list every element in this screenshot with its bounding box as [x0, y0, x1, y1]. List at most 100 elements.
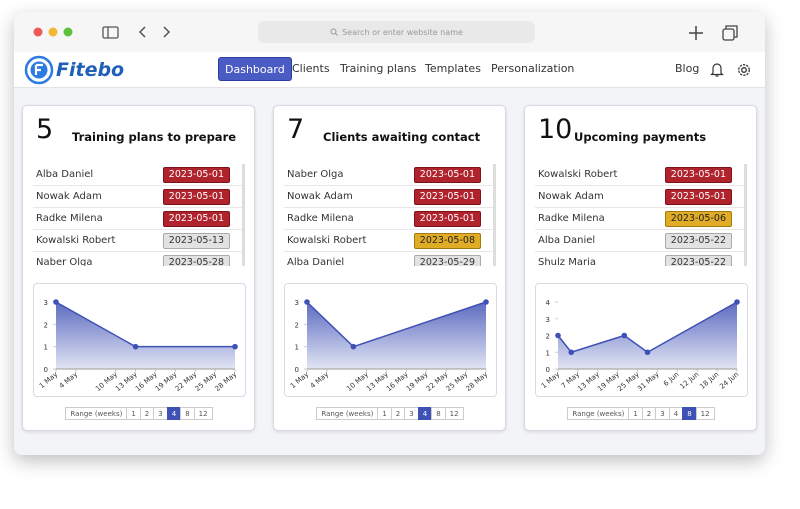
list-row[interactable]: Kowalski Robert 2023-05-08: [284, 230, 493, 252]
x-tick-label: 31 May: [636, 370, 661, 393]
x-tick-label: 18 Jun: [698, 370, 720, 390]
range-label: Range (weeks): [316, 407, 379, 420]
point: [132, 343, 139, 350]
maximize-button[interactable]: [63, 27, 73, 37]
row-name: Nowak Adam: [36, 191, 102, 202]
list-row[interactable]: Alba Daniel 2023-05-29: [284, 252, 493, 266]
x-tick-label: 1 May: [289, 370, 310, 390]
y-tick-label: 2: [546, 333, 550, 341]
range-option[interactable]: 3: [404, 407, 419, 420]
item-list: Alba Daniel 2023-05-01 Nowak Adam 2023-05-0…: [33, 164, 245, 266]
list-row[interactable]: Naber Olga 2023-05-01: [284, 164, 493, 186]
range-option[interactable]: 2: [390, 407, 406, 420]
list-row[interactable]: Kowalski Robert 2023-05-13: [33, 230, 242, 252]
row-name: Kowalski Robert: [538, 169, 618, 180]
row-name: Alba Daniel: [538, 235, 596, 246]
range-selector: Range (weeks) 1 2 3 4 8 12: [525, 407, 758, 420]
range-option[interactable]: 12: [444, 407, 464, 420]
point: [483, 299, 489, 305]
range-option[interactable]: 3: [153, 407, 168, 420]
y-tick-label: 1: [44, 344, 48, 352]
y-tick-label: 2: [295, 321, 299, 329]
point: [53, 299, 59, 305]
card-count: 5: [36, 114, 54, 145]
range-option[interactable]: 12: [695, 407, 715, 420]
card-title: Upcoming payments: [574, 130, 707, 144]
tabs-button[interactable]: [722, 25, 738, 41]
list-row[interactable]: Nowak Adam 2023-05-01: [33, 186, 242, 208]
nav-item[interactable]: Training plans: [340, 62, 417, 75]
x-tick-label: 1 May: [540, 370, 561, 390]
y-tick-label: 4: [546, 299, 551, 307]
range-label: Range (weeks): [567, 407, 630, 420]
date-badge: 2023-05-29: [413, 255, 481, 266]
card-title: Clients awaiting contact: [323, 130, 481, 144]
list-row[interactable]: Radke Milena 2023-05-01: [284, 208, 493, 230]
list-row[interactable]: Alba Daniel 2023-05-22: [535, 230, 744, 252]
date-badge: 2023-05-28: [162, 255, 230, 266]
list-row[interactable]: Alba Daniel 2023-05-01: [33, 164, 242, 186]
date-badge: 2023-05-01: [664, 167, 732, 183]
range-option[interactable]: 8: [431, 407, 446, 420]
date-badge: 2023-05-01: [413, 167, 481, 183]
forward-button[interactable]: [163, 26, 171, 38]
point: [232, 343, 238, 350]
settings-icon[interactable]: [738, 64, 750, 76]
title-bar: Search or enter website name: [14, 12, 765, 52]
nav-item[interactable]: Dashboard: [218, 57, 292, 81]
y-tick-label: 3: [44, 299, 48, 307]
logo-icon[interactable]: [24, 55, 54, 85]
list-row[interactable]: Radke Milena 2023-05-01: [33, 208, 242, 230]
range-option[interactable]: 1: [126, 407, 141, 420]
range-option[interactable]: 2: [641, 407, 657, 420]
date-badge: 2023-05-08: [413, 233, 481, 249]
point: [644, 349, 651, 356]
card-title: Training plans to prepare: [72, 130, 237, 144]
nav-item[interactable]: Personalization: [491, 62, 575, 75]
close-button[interactable]: [33, 27, 43, 37]
range-option[interactable]: 1: [377, 407, 392, 420]
point: [621, 332, 628, 339]
list-row[interactable]: Nowak Adam 2023-05-01: [535, 186, 744, 208]
list-row[interactable]: Naber Olga 2023-05-28: [33, 252, 242, 266]
range-option[interactable]: 8: [682, 407, 697, 420]
sidebar-icon[interactable]: [102, 26, 119, 39]
minimize-button[interactable]: [48, 27, 58, 37]
date-badge: 2023-05-01: [413, 211, 481, 227]
range-option[interactable]: 1: [628, 407, 643, 420]
list-row[interactable]: Kowalski Robert 2023-05-01: [535, 164, 744, 186]
range-option[interactable]: 4: [668, 407, 684, 420]
brand[interactable]: Fitebo: [56, 59, 125, 81]
nav-item[interactable]: Clients: [292, 62, 330, 75]
nav-item[interactable]: Templates: [425, 62, 481, 75]
list-row[interactable]: Radke Milena 2023-05-06: [535, 208, 744, 230]
range-option[interactable]: 8: [180, 407, 195, 420]
range-option[interactable]: 4: [166, 407, 182, 420]
back-button[interactable]: [138, 26, 146, 38]
range-option[interactable]: 2: [139, 407, 155, 420]
list-row[interactable]: Nowak Adam 2023-05-01: [284, 186, 493, 208]
row-name: Shulz Maria: [538, 257, 597, 266]
range-selector: Range (weeks) 1 2 3 4 8 12: [23, 407, 256, 420]
list-row[interactable]: Shulz Maria 2023-05-22: [535, 252, 744, 266]
range-option[interactable]: 3: [655, 407, 670, 420]
x-tick-label: 28 May: [465, 370, 490, 393]
range-option[interactable]: 12: [193, 407, 213, 420]
new-tab-button[interactable]: [689, 26, 703, 40]
y-tick-label: 1: [295, 344, 299, 352]
x-tick-label: 4 May: [309, 370, 330, 390]
point: [304, 299, 310, 305]
search-icon: [330, 28, 338, 36]
row-name: Kowalski Robert: [287, 235, 367, 246]
bell-icon[interactable]: [710, 63, 724, 77]
row-name: Alba Daniel: [36, 169, 94, 180]
range-option[interactable]: 4: [417, 407, 433, 420]
address-bar[interactable]: Search or enter website name: [258, 21, 535, 43]
area: [558, 302, 737, 369]
point: [568, 349, 575, 356]
nav-link[interactable]: Blog: [675, 62, 700, 75]
